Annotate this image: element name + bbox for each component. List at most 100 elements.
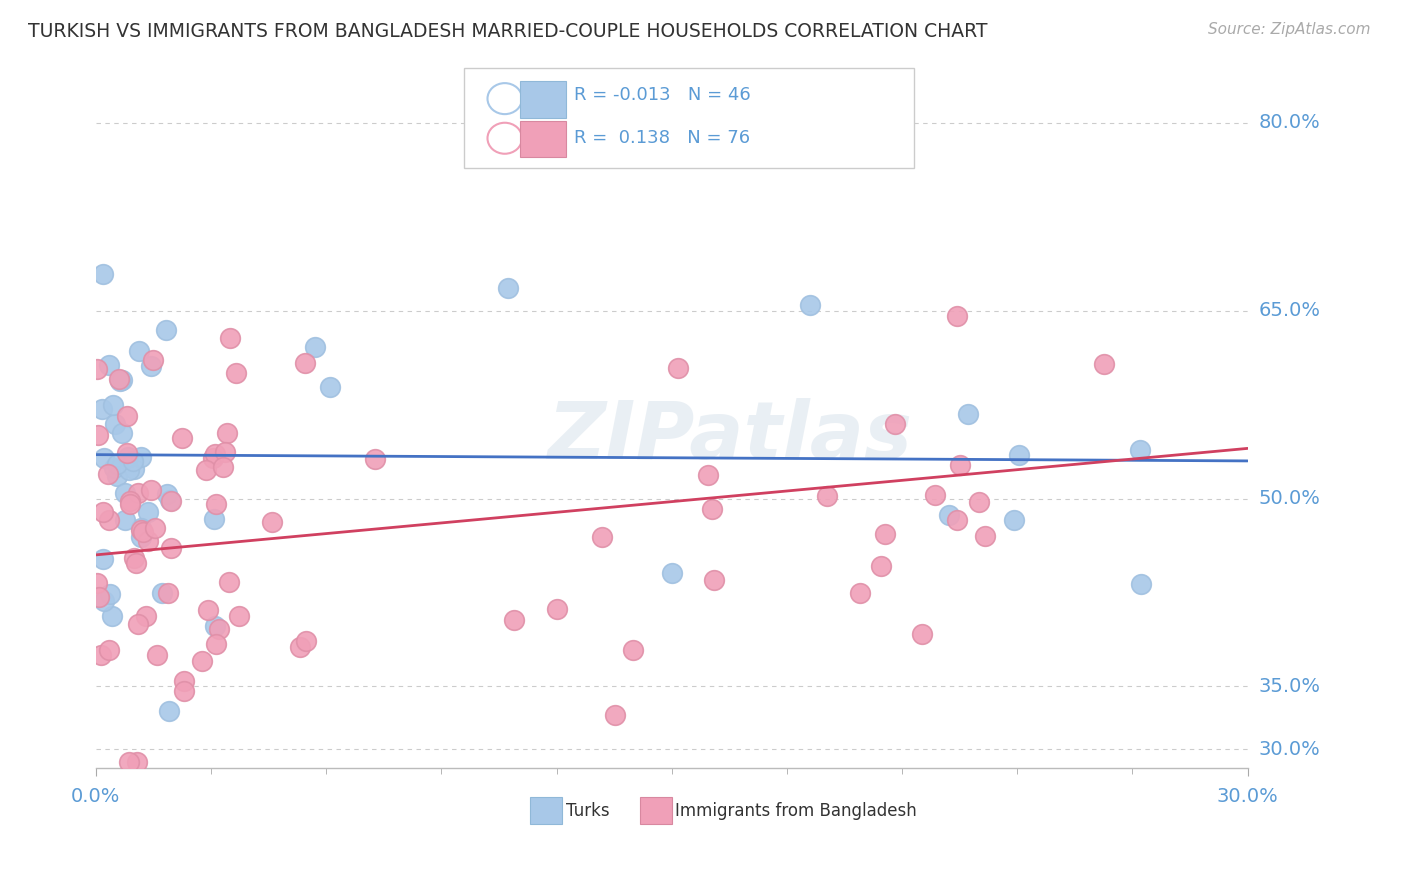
Point [150,586,173,600]
Point [122,454,145,468]
Point [86,575,108,590]
Point [156,586,179,600]
Point [496,281,519,295]
Point [124,462,146,476]
Point [93,267,115,281]
Point [91,505,114,519]
Point [129,520,152,534]
Point [93,451,115,466]
Point [207,623,229,637]
Point [93,594,115,608]
Point [132,525,155,540]
Point [201,450,224,465]
Point [136,504,159,518]
Point [115,446,138,460]
Point [156,487,179,501]
Point [294,633,316,648]
Point [159,492,181,507]
Point [91,401,114,416]
Point [114,513,136,527]
Point [946,309,969,323]
Point [661,566,683,581]
Point [87,590,110,604]
Point [319,379,342,393]
FancyBboxPatch shape [530,797,562,823]
Point [911,627,934,641]
Point [129,450,152,464]
Text: Turks: Turks [565,802,609,820]
Text: R = -0.013   N = 46: R = -0.013 N = 46 [574,87,751,104]
Point [108,372,131,386]
Point [799,298,821,312]
Point [290,640,312,654]
Point [621,643,644,657]
Point [924,487,946,501]
Point [141,352,163,367]
Point [214,445,236,459]
Point [117,450,139,465]
Point [129,524,152,538]
Point [105,457,128,471]
Point [1129,442,1152,457]
Point [849,586,872,600]
Point [129,530,152,544]
Point [135,608,157,623]
Point [603,708,626,723]
Text: ZIPatlas: ZIPatlas [547,398,912,476]
Point [202,511,225,525]
Point [702,502,724,516]
Point [1130,577,1153,591]
Point [225,366,247,380]
Point [127,616,149,631]
Point [111,425,134,440]
Point [205,497,228,511]
Point [118,462,141,476]
Point [973,529,995,543]
Point [218,575,240,590]
Point [204,618,226,632]
Point [127,486,149,500]
Point [946,513,969,527]
Point [91,551,114,566]
Point [101,398,124,412]
Point [145,648,167,662]
Point [124,557,146,571]
Point [159,541,181,555]
Point [1008,448,1031,462]
Point [205,637,228,651]
Point [120,497,142,511]
Point [170,431,193,445]
Text: Immigrants from Bangladesh: Immigrants from Bangladesh [675,802,917,820]
Point [101,608,124,623]
Point [155,323,177,337]
Point [215,425,238,440]
Point [1002,512,1025,526]
Text: TURKISH VS IMMIGRANTS FROM BANGLADESH MARRIED-COUPLE HOUSEHOLDS CORRELATION CHAR: TURKISH VS IMMIGRANTS FROM BANGLADESH MA… [28,22,987,41]
Point [875,527,897,541]
Point [666,361,689,376]
FancyBboxPatch shape [520,120,565,157]
Point [815,489,838,503]
Point [703,573,725,587]
Point [212,460,235,475]
Text: 35.0%: 35.0% [1258,677,1320,696]
Point [173,674,195,689]
Point [204,447,226,461]
Point [159,494,181,508]
Point [870,558,893,573]
Point [956,407,979,421]
Point [143,521,166,535]
Point [697,468,720,483]
Point [228,609,250,624]
Point [115,409,138,423]
Point [103,417,125,431]
Point [969,495,991,509]
Text: 80.0%: 80.0% [1258,113,1320,132]
Point [86,362,108,376]
Text: R =  0.138   N = 76: R = 0.138 N = 76 [574,129,749,147]
Point [128,344,150,359]
Point [125,755,148,769]
Point [118,494,141,508]
Text: Source: ZipAtlas.com: Source: ZipAtlas.com [1208,22,1371,37]
Point [218,330,240,344]
